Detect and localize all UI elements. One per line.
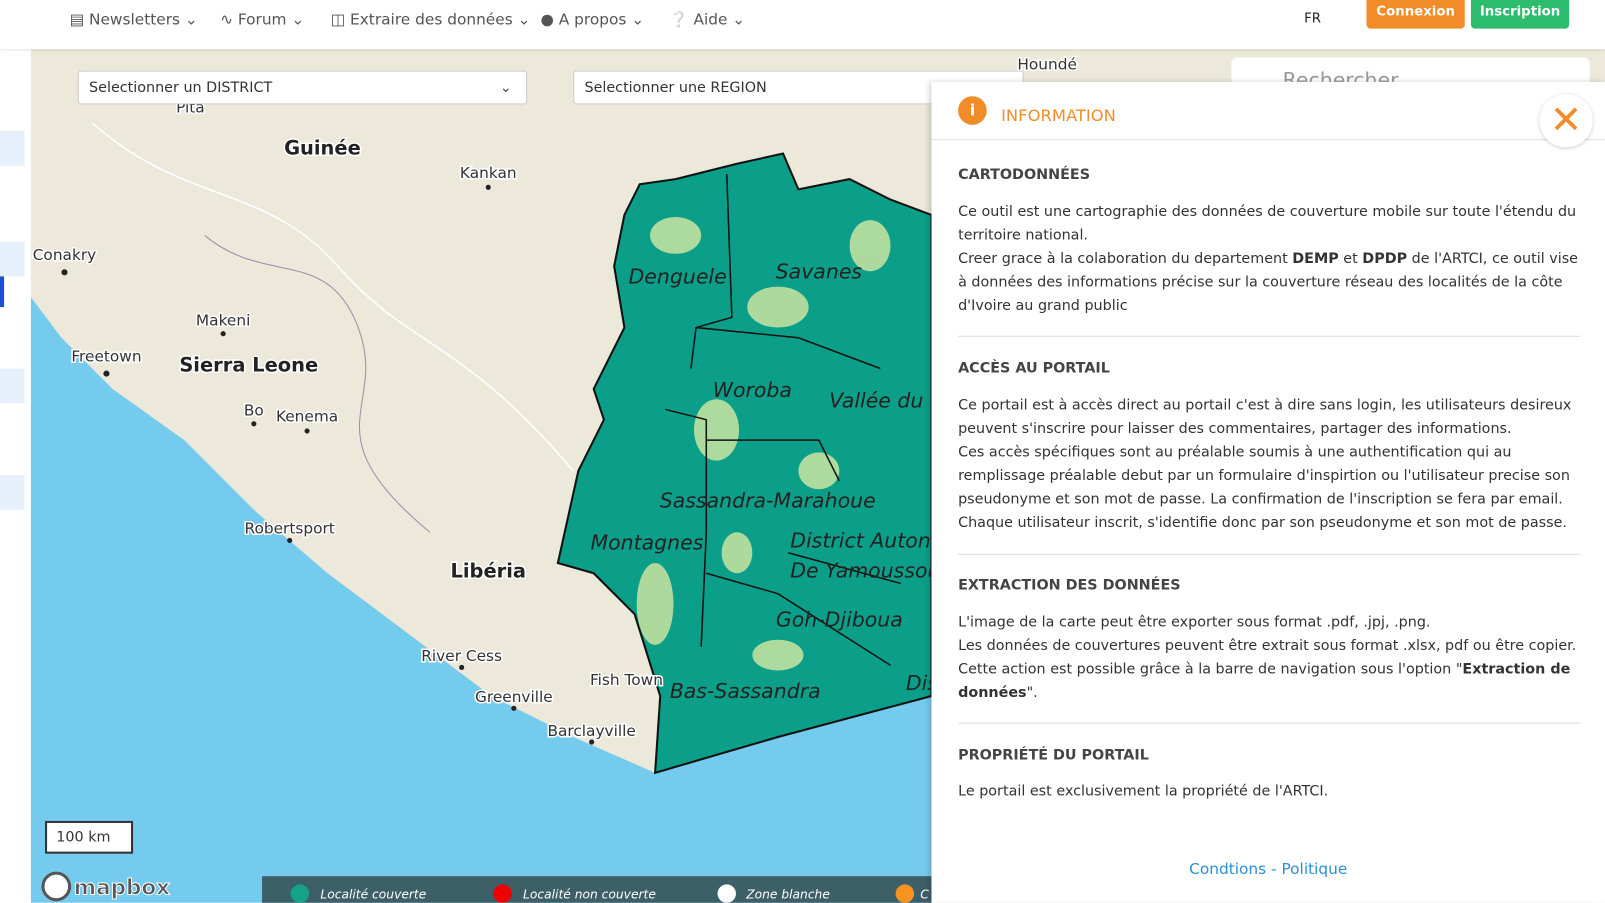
paragraph: Le portail est exclusivement la propriét… [958, 780, 1580, 804]
text: Le portail est exclusivement la propriét… [958, 783, 1329, 800]
text: Creer grace à la colaboration du departe… [958, 250, 1293, 268]
place-label: Bo [244, 402, 264, 420]
region-label: Savanes [776, 259, 863, 283]
section-heading: EXTRACTION DES DONNÉES [958, 577, 1181, 594]
separator [958, 553, 1581, 555]
navbar: ▤ Newsletters ⌄ ∿ Forum ⌄ ◫ Extraire des… [0, 0, 1605, 50]
place-label: Guinée [284, 137, 361, 160]
paragraph: Creer grace à la colaboration du departe… [958, 248, 1580, 319]
place-label: Conakry [33, 246, 97, 264]
section-body: Le portail est exclusivement la propriét… [958, 780, 1580, 804]
nav-item[interactable]: ◫ Extraire des données ⌄ [330, 10, 531, 29]
region-label: De Yamoussou [790, 558, 940, 582]
region-label: District Autono [790, 529, 943, 553]
place-label: Fish Town [590, 671, 663, 689]
scale-label: 100 km [56, 829, 110, 845]
region-label: Denguele [629, 265, 727, 289]
region-label: Montagnes [590, 531, 703, 555]
place-label: Robertsport [245, 519, 335, 537]
signup-button[interactable]: Inscription [1470, 0, 1570, 29]
attribution: mapbox [74, 876, 170, 901]
region-label: Vallée du B [829, 388, 944, 412]
text: Chaque utilisateur inscrit, s'identifie … [958, 514, 1567, 532]
footer-link[interactable]: Condtions - Politique [1189, 859, 1348, 879]
text: Cette action est possible grâce à la bar… [958, 661, 1463, 678]
place-label: River Cess [421, 647, 502, 665]
place-label: Kenema [276, 408, 338, 426]
nav-item[interactable]: ∿ Forum ⌄ [220, 10, 305, 29]
paragraph: L'image de la carte peut être exporter s… [958, 611, 1580, 635]
place-label: Sierra Leone [179, 354, 318, 377]
legend-label: Localité couverte [320, 888, 426, 902]
paragraph: Cette action est possible grâce à la bar… [958, 658, 1580, 705]
region-label: Bas-Sassandra [670, 679, 821, 703]
bold-text: Extraction de données [958, 661, 1571, 702]
section-heading: CARTODONNÉES [958, 166, 1091, 184]
bold-text: DEMP [1292, 250, 1339, 268]
sidebar [0, 49, 31, 903]
text: Ce outil est une cartographie des donnée… [958, 203, 1577, 244]
info-icon: i [958, 96, 987, 125]
mapbox-logo [41, 871, 72, 902]
district-select[interactable]: Selectionner un DISTRICT ⌄ [77, 70, 528, 105]
panel-title: INFORMATION [1001, 105, 1116, 125]
region-label: Goh-Djiboua [776, 607, 903, 631]
legend-label: Localité non couverte [523, 888, 656, 902]
nav-item[interactable]: ● A propos ⌄ [540, 10, 645, 29]
section-heading: PROPRIÉTÉ DU PORTAIL [958, 747, 1149, 764]
legend [262, 876, 932, 903]
bold-text: DPDP [1362, 250, 1408, 268]
separator [958, 335, 1581, 337]
region-label: Sassandra-Marahoue [660, 489, 876, 513]
login-button[interactable]: Connexion [1366, 0, 1465, 29]
section-body: Ce outil est une cartographie des donnée… [958, 201, 1580, 319]
scale-bar [45, 820, 134, 854]
text: Les données de couvertures peuvent être … [958, 637, 1577, 655]
text: ". [1026, 684, 1038, 702]
place-label: Greenville [475, 688, 553, 706]
paragraph: Ce portail est à accès direct au portail… [958, 394, 1580, 441]
text: Ces accès spécifiques sont au préalable … [958, 444, 1570, 508]
paragraph: Les données de couvertures peuvent être … [958, 635, 1580, 659]
place-label: Houndé [1017, 56, 1077, 74]
place-label: Kankan [460, 164, 517, 182]
separator [958, 722, 1581, 724]
paragraph: Ces accès spécifiques sont au préalable … [958, 441, 1580, 512]
close-button[interactable]: ✕ [1539, 94, 1593, 148]
nav-item[interactable]: ▤ Newsletters ⌄ [69, 10, 198, 29]
place-label: Makeni [196, 312, 250, 330]
text: et [1338, 250, 1363, 268]
region-label: Woroba [713, 378, 792, 402]
place-label: Barclayville [547, 722, 635, 740]
text: de l'ARTCI, ce outil vise à données des … [958, 250, 1579, 315]
text: Ce portail est à accès direct au portail… [958, 397, 1572, 438]
section-body: L'image de la carte peut être exporter s… [958, 611, 1580, 705]
nav-item[interactable]: ❔ Aide ⌄ [669, 10, 746, 29]
place-label: Freetown [71, 347, 141, 365]
section-body: Ce portail est à accès direct au portail… [958, 394, 1580, 535]
section-heading: ACCÈS AU PORTAIL [958, 360, 1110, 377]
legend-label: C [920, 888, 929, 902]
info-panel: i INFORMATION ✕ Condtions - Politique CA… [931, 81, 1605, 903]
text: L'image de la carte peut être exporter s… [958, 614, 1431, 631]
language[interactable]: FR [1304, 11, 1321, 27]
place-label: Libéria [450, 559, 526, 582]
paragraph: Ce outil est une cartographie des donnée… [958, 201, 1580, 248]
legend-label: Zone blanche [745, 888, 830, 902]
paragraph: Chaque utilisateur inscrit, s'identifie … [958, 512, 1580, 536]
